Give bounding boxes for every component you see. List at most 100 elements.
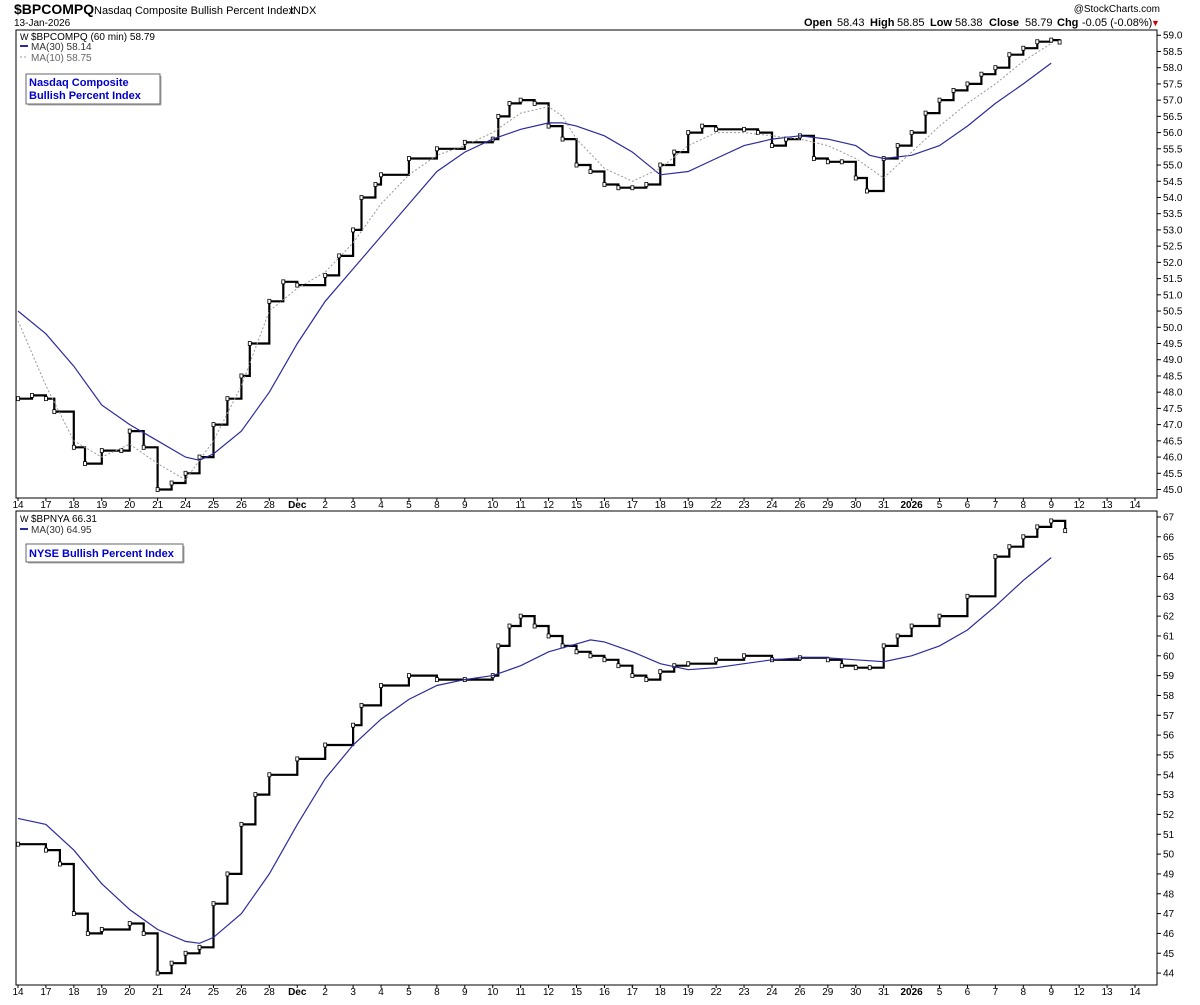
x-tick-label: 13 [1102,500,1114,511]
price-point [239,821,244,827]
price-point [658,669,663,675]
price-point [155,970,160,976]
panel-2-note-box [25,543,184,563]
open-label: Open [804,17,832,29]
y-tick-label: 51 [1163,830,1175,841]
price-point [1035,524,1040,530]
y-tick-label: 51.0 [1163,290,1183,301]
x-tick-label: 19 [96,500,108,511]
price-point [825,159,830,165]
panel-2-symbol-line: $BPNYA 66.31 [31,514,97,525]
y-tick-label: 48.5 [1163,371,1183,382]
price-point [937,613,942,619]
price-point [853,175,858,181]
price-point [686,130,691,135]
x-tick-label: 18 [68,987,80,998]
price-point [85,931,90,936]
price-point [574,649,579,655]
y-tick-label: 53.0 [1163,225,1183,236]
x-tick-label: 20 [124,500,136,511]
price-point [225,396,230,402]
x-tick-label: 11 [515,500,526,511]
x-tick-label: 14 [1129,500,1141,511]
y-tick-label: 44 [1163,969,1175,980]
price-point [496,643,501,649]
x-tick-label: 24 [180,500,192,511]
price-point [867,665,872,671]
price-point [169,960,174,966]
close-value: 58.79 [1025,17,1053,29]
panel-2-frame [15,510,1158,986]
price-point [295,282,300,288]
price-point [496,113,501,119]
x-tick-label: Dec [288,500,307,511]
x-tick-label: 12 [1074,500,1086,511]
y-tick-label: 63 [1163,592,1175,603]
price-point [937,97,942,103]
x-tick-label: Dec [288,987,307,998]
price-point [532,623,537,629]
price-point [588,653,593,659]
ma30-series-line [17,62,1052,461]
panel-1-ma10-line: MA(10) 58.75 [31,53,92,64]
panel-1-plot [16,37,1062,492]
x-tick-label: 9 [1048,500,1054,511]
y-tick-label: 58 [1163,691,1175,702]
price-point [57,861,62,867]
x-tick-label: 2026 [900,987,923,998]
price-point [811,156,816,161]
x-tick-label: 16 [599,500,611,511]
price-point [507,623,512,629]
x-tick-label: 4 [378,500,384,511]
chart-exchange: INDX [290,5,317,17]
price-point [16,841,20,847]
x-tick-label: 8 [434,987,440,998]
price-point [560,136,565,142]
x-tick-label: 7 [993,987,999,998]
x-tick-label: 9 [462,500,468,511]
price-point [993,65,998,71]
x-tick-label: 24 [766,500,778,511]
x-tick-label: 31 [878,500,890,511]
x-tick-label: 15 [571,987,583,998]
price-point [295,756,300,762]
price-point [602,182,607,187]
price-point [351,722,356,728]
price-point [379,683,383,688]
price-point [183,470,188,476]
price-point [83,461,87,466]
price-point [127,921,132,926]
y-tick-label: 57.5 [1163,79,1183,90]
price-point [714,126,719,132]
price-point [119,448,124,453]
x-tick-label: 3 [350,500,356,511]
x-tick-label: 2 [322,500,328,511]
price-point [407,156,411,161]
x-tick-label: 3 [350,987,356,998]
price-point [881,643,886,649]
ma30-series-line [17,557,1052,944]
x-tick-label: 30 [850,500,862,511]
x-tick-label: 2 [322,987,328,998]
price-point [895,143,900,148]
price-point [337,253,342,259]
low-label: Low [930,17,952,29]
y-tick-label: 52.0 [1163,258,1183,269]
x-tick-label: 19 [96,987,108,998]
price-point [546,633,551,639]
chart-name: Nasdaq Composite Bullish Percent Index [94,5,294,17]
price-point [951,88,956,93]
price-point [359,702,364,708]
panel-2-plot [16,518,1068,976]
x-tick-label: 21 [152,987,164,998]
y-tick-label: 57.0 [1163,96,1183,107]
x-tick-label: 25 [208,500,220,511]
x-tick-label: 15 [571,500,583,511]
price-point [183,950,188,956]
price-point [742,126,746,132]
watermark: @StockCharts.com [1074,4,1160,15]
x-tick-label: 9 [1048,987,1054,998]
y-tick-label: 58.5 [1163,47,1183,58]
price-point [44,847,48,853]
x-tick-label: 30 [850,987,862,998]
